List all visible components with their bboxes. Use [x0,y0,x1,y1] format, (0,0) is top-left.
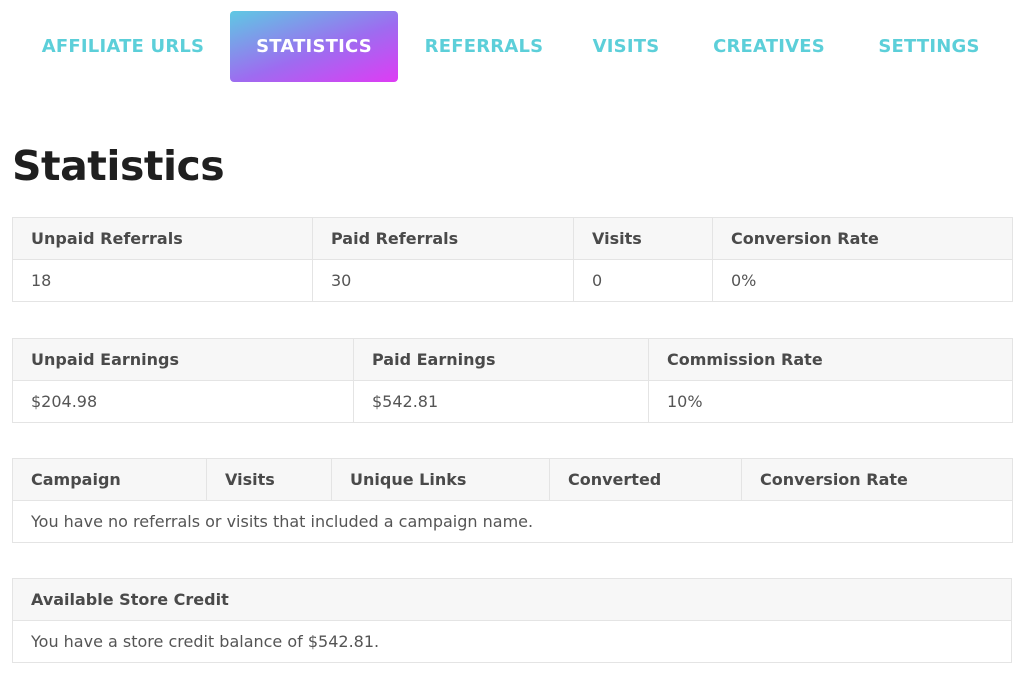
referrals-table: Unpaid Referrals Paid Referrals Visits C… [12,217,1013,302]
conversion-rate-value: 0% [712,259,1013,302]
table-header-row: Available Store Credit [12,578,1012,621]
tab-referrals[interactable]: REFERRALS [424,36,544,57]
campaign-header: Campaign [12,458,207,501]
visits-value: 0 [573,259,713,302]
conversion-rate-header: Conversion Rate [712,217,1013,260]
campaign-empty-message: You have no referrals or visits that inc… [12,500,1013,543]
paid-earnings-header: Paid Earnings [353,338,649,381]
commission-rate-header: Commission Rate [648,338,1013,381]
unpaid-earnings-value: $204.98 [12,380,354,423]
tab-statistics[interactable]: STATISTICS [230,11,398,82]
paid-referrals-header: Paid Referrals [312,217,574,260]
store-credit-header: Available Store Credit [12,578,1012,621]
store-credit-message: You have a store credit balance of $542.… [12,620,1012,663]
table-row: You have a store credit balance of $542.… [12,620,1012,663]
paid-referrals-value: 30 [312,259,574,302]
tab-settings[interactable]: SETTINGS [878,36,980,57]
tab-creatives[interactable]: CREATIVES [713,36,825,57]
earnings-table: Unpaid Earnings Paid Earnings Commission… [12,338,1013,423]
paid-earnings-value: $542.81 [353,380,649,423]
campaign-visits-header: Visits [206,458,332,501]
campaign-conversion-rate-header: Conversion Rate [741,458,1013,501]
table-row: 18 30 0 0% [12,259,1013,302]
campaigns-table: Campaign Visits Unique Links Converted C… [12,458,1013,543]
table-header-row: Unpaid Earnings Paid Earnings Commission… [12,338,1013,381]
page-title: Statistics [12,142,225,190]
table-header-row: Campaign Visits Unique Links Converted C… [12,458,1013,501]
unique-links-header: Unique Links [331,458,550,501]
tab-affiliate-urls[interactable]: AFFILIATE URLS [41,36,205,57]
commission-rate-value: 10% [648,380,1013,423]
table-header-row: Unpaid Referrals Paid Referrals Visits C… [12,217,1013,260]
table-row: $204.98 $542.81 10% [12,380,1013,423]
unpaid-earnings-header: Unpaid Earnings [12,338,354,381]
unpaid-referrals-value: 18 [12,259,313,302]
store-credit-table: Available Store Credit You have a store … [12,578,1012,663]
affiliate-tabs: AFFILIATE URLS STATISTICS REFERRALS VISI… [0,0,1024,100]
unpaid-referrals-header: Unpaid Referrals [12,217,313,260]
tab-visits[interactable]: VISITS [592,36,660,57]
table-row: You have no referrals or visits that inc… [12,500,1013,543]
converted-header: Converted [549,458,742,501]
visits-header: Visits [573,217,713,260]
